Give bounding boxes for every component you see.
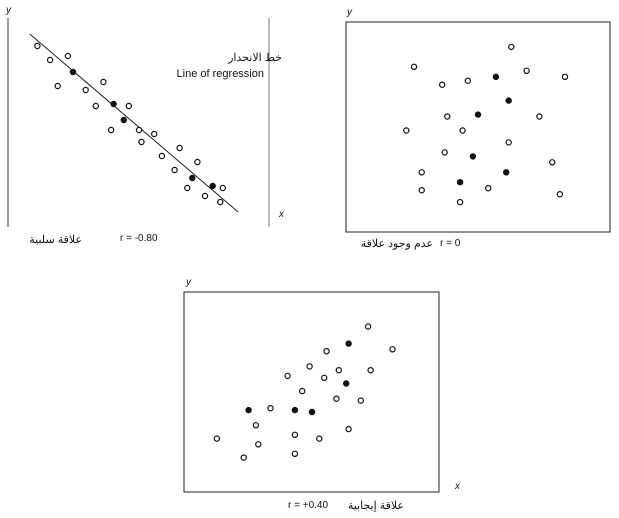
data-point: [64, 52, 72, 60]
panel-frame: [345, 21, 611, 233]
data-point: [508, 43, 515, 51]
relation-caption-ar: عدم وجود علاقة: [361, 238, 433, 250]
data-point: [194, 158, 201, 166]
data-point: [469, 153, 477, 160]
data-point: [291, 450, 299, 457]
regression-annotation-ar: خط الانحدار: [227, 52, 282, 64]
data-point: [323, 348, 330, 355]
data-point: [549, 159, 556, 166]
data-point: [561, 73, 569, 81]
data-point: [110, 100, 117, 108]
data-point: [308, 408, 316, 416]
panel-none: y r = 0 عدم وجود علاقة: [345, 7, 611, 250]
data-point: [120, 116, 127, 124]
points-group: [34, 42, 226, 206]
data-point: [345, 340, 352, 347]
data-point: [219, 184, 226, 192]
data-point: [503, 169, 510, 176]
data-point: [306, 363, 313, 370]
data-point: [556, 190, 564, 198]
data-point: [485, 184, 492, 192]
data-point: [536, 113, 543, 120]
data-point: [291, 406, 299, 414]
data-point: [284, 372, 291, 380]
y-axis-label: y: [5, 5, 12, 16]
data-point: [299, 387, 306, 395]
data-point: [456, 178, 464, 186]
panel-frame: [183, 291, 440, 493]
data-point: [252, 422, 260, 429]
panel-negative: y x خط الانحدار Line of regression r = -…: [5, 5, 285, 246]
data-point: [464, 77, 471, 84]
data-point: [267, 405, 274, 412]
data-point: [439, 81, 446, 88]
data-point: [255, 441, 262, 448]
data-point: [367, 367, 374, 374]
data-point: [217, 198, 224, 206]
data-point: [184, 184, 191, 192]
data-point: [69, 68, 77, 76]
data-point: [201, 192, 209, 200]
data-point: [213, 435, 220, 442]
y-axis-label: y: [185, 277, 192, 288]
y-axis-label: y: [346, 7, 353, 18]
data-point: [364, 323, 372, 330]
data-point: [245, 406, 252, 414]
data-point: [138, 138, 145, 146]
data-point: [343, 380, 350, 387]
data-point: [209, 182, 216, 190]
data-point: [107, 126, 115, 134]
data-point: [240, 454, 247, 461]
r-value-caption: r = 0: [440, 238, 461, 249]
data-point: [135, 126, 143, 134]
data-point: [321, 374, 328, 381]
r-value-caption: r = -0.80: [120, 233, 158, 244]
data-point: [492, 73, 500, 80]
data-point: [505, 97, 512, 104]
data-point: [100, 78, 107, 86]
regression-line: [29, 33, 239, 213]
relation-caption-ar: علاقة سلبية: [29, 234, 82, 246]
data-point: [92, 102, 100, 110]
data-point: [418, 186, 425, 194]
data-point: [441, 149, 448, 156]
data-point: [54, 82, 61, 90]
regression-annotation-en: Line of regression: [177, 68, 264, 80]
data-point: [82, 86, 89, 94]
data-point: [46, 56, 54, 64]
data-point: [403, 127, 410, 134]
points-group: [403, 43, 569, 206]
data-point: [418, 169, 425, 176]
data-point: [150, 130, 158, 138]
data-point: [357, 397, 364, 404]
data-point: [474, 111, 482, 118]
data-point: [456, 198, 464, 206]
data-point: [523, 67, 530, 75]
x-axis-label: x: [454, 481, 461, 492]
relation-caption-ar: علاقة إيجابية: [348, 500, 404, 512]
data-point: [34, 42, 41, 50]
data-point: [171, 166, 178, 174]
data-point: [316, 435, 323, 442]
data-point: [176, 144, 183, 152]
data-point: [389, 346, 396, 353]
data-point: [125, 102, 133, 110]
data-point: [444, 113, 451, 120]
data-point: [158, 152, 166, 160]
data-point: [505, 139, 512, 146]
points-group: [213, 323, 396, 461]
data-point: [291, 431, 299, 438]
data-point: [345, 425, 352, 433]
data-point: [333, 395, 340, 402]
data-point: [410, 63, 418, 71]
panel-positive: y x r = +0.40 علاقة إيجابية: [183, 277, 461, 512]
r-value-caption: r = +0.40: [288, 500, 328, 511]
data-point: [459, 127, 466, 134]
x-axis-label: x: [278, 209, 285, 220]
data-point: [189, 174, 196, 182]
data-point: [335, 367, 342, 374]
